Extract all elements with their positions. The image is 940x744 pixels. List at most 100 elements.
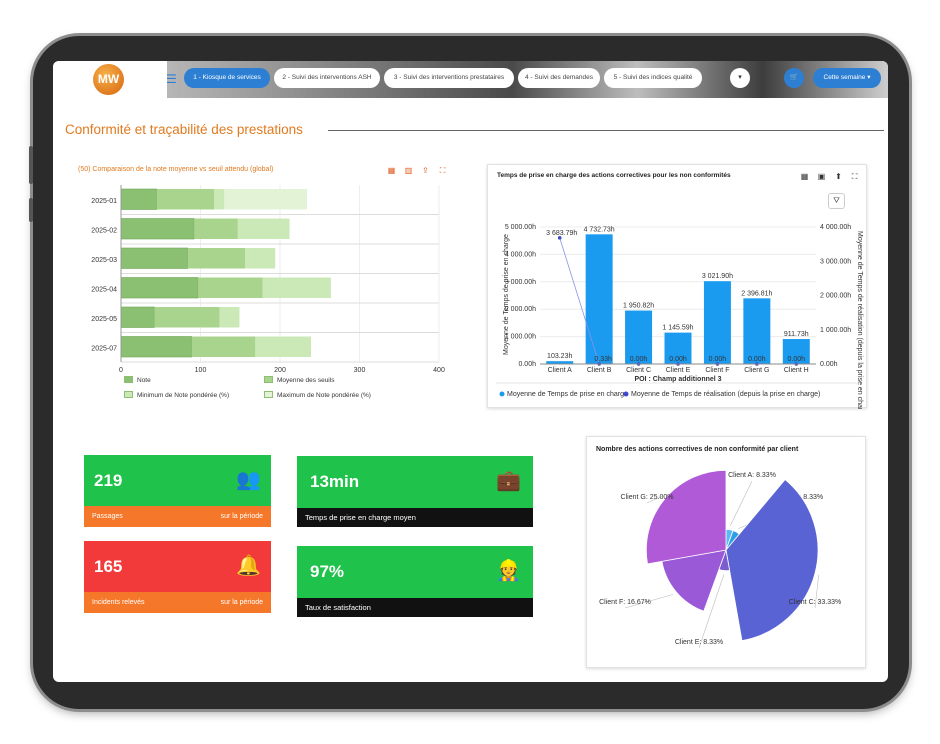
- fullscreen-icon[interactable]: ⛶: [851, 172, 858, 181]
- x-tick-label: 300: [354, 367, 366, 374]
- cart-icon[interactable]: 🛒: [784, 68, 804, 88]
- export-icon[interactable]: ⬆: [835, 172, 842, 181]
- bar-segment: [214, 189, 225, 210]
- y-tick-label: 2025-03: [91, 257, 117, 264]
- kpi-card-top: 13min 💼: [297, 456, 533, 508]
- tablet-screen: MW ☰ 1 - Kiosque de services 2 - Suivi d…: [53, 61, 888, 682]
- x-tick-label: Client G: [744, 367, 769, 374]
- bar: [664, 332, 692, 364]
- tab-suivi-demandes[interactable]: 4 - Suivi des demandes: [518, 68, 600, 88]
- users-icon: 👥: [236, 469, 261, 491]
- kpi-card-response-time: 13min 💼 Temps de prise en charge moyen: [297, 456, 533, 527]
- y-tick-label: 2025-02: [91, 227, 117, 234]
- note-bar-chart: 0 100 200 300 400 2025-01 2025-02 2025-03 2025-0…: [91, 185, 445, 374]
- bar-segment: [191, 336, 256, 357]
- bar-segment: [198, 277, 263, 298]
- kpi-value: 165: [94, 557, 123, 576]
- y2-tick-label: 0.00h: [820, 361, 838, 368]
- y-tick-label: 4 000.00h: [505, 251, 536, 258]
- y-tick-label: 2 000.00h: [505, 306, 536, 313]
- kpi-label: Temps de prise en charge moyen: [297, 508, 533, 527]
- bar-segment: [194, 218, 238, 239]
- tab-interventions-ash[interactable]: 2 - Suivi des interventions ASH: [274, 68, 380, 88]
- chevron-down-icon[interactable]: ▾: [730, 68, 750, 88]
- line-point: [557, 236, 562, 240]
- kpi-card-passages: 219 👥 Passages sur la période: [84, 455, 271, 527]
- y-tick-label: 2025-01: [91, 198, 117, 205]
- slice-label: Client F: 16.67%: [599, 599, 651, 606]
- bar-segment: [224, 189, 308, 210]
- bar-segment: [219, 307, 240, 328]
- title-divider: [328, 130, 884, 131]
- app-logo[interactable]: MW: [93, 64, 124, 95]
- x-tick-label: 200: [274, 367, 286, 374]
- kpi-card-footer: Incidents relevés sur la période: [84, 592, 271, 613]
- kpi-card-top: 165 🔔: [84, 541, 271, 592]
- kpi-period: sur la période: [220, 513, 263, 520]
- table-icon[interactable]: ▦: [800, 172, 809, 181]
- worker-icon: 👷: [496, 560, 521, 582]
- y2-tick-label: 4 000.00h: [820, 224, 851, 231]
- bar-chart-icon[interactable]: ▥: [404, 166, 413, 175]
- line-data-label: 0.00h: [630, 356, 648, 363]
- x-tick-label: Client F: [705, 367, 729, 374]
- legend-maximum: Maximum de Note pondérée (%): [264, 391, 371, 399]
- legend-marker: [499, 391, 505, 397]
- bar-data-label: 911.73h: [784, 331, 809, 338]
- bar-data-label: 1 950.82h: [623, 303, 654, 310]
- bar-data-label: 3 021.90h: [702, 273, 733, 280]
- note-comparison-chart-panel: (50) Comparaison de la note moyenne vs s…: [77, 163, 449, 409]
- x-tick-label: Client E: [666, 367, 691, 374]
- pie-slice: [725, 478, 819, 642]
- slice-leader-line: [698, 574, 725, 649]
- bar-segment: [187, 248, 246, 269]
- client-pie-chart: Client A: 8.33%Client B: 8.33%Client C: …: [599, 469, 842, 649]
- legend-moyenne-seuils: Moyenne des seuils: [264, 376, 334, 384]
- y-tick-label: 5 000.00h: [505, 224, 536, 231]
- kpi-label: Incidents relevés: [92, 599, 145, 606]
- table-icon[interactable]: ▦: [387, 166, 396, 175]
- x-tick-label: Client C: [626, 367, 651, 374]
- bar: [585, 234, 613, 364]
- y-tick-label: 2025-05: [91, 316, 117, 323]
- bar-segment: [120, 247, 189, 269]
- legend-note: Note: [124, 376, 151, 384]
- filter-icon[interactable]: ⛛: [828, 193, 845, 209]
- period-selector-button[interactable]: Cette semaine ▾: [813, 68, 881, 88]
- bar-segment: [262, 277, 331, 298]
- bar-segment: [120, 306, 155, 328]
- slice-leader-line: [624, 594, 674, 609]
- kpi-card-top: 97% 👷: [297, 546, 533, 598]
- tab-indices-qualite[interactable]: 5 - Suivi des indices qualité: [604, 68, 702, 88]
- bar-segment: [245, 248, 276, 269]
- image-icon[interactable]: ▣: [817, 172, 826, 181]
- bell-icon: 🔔: [236, 555, 261, 577]
- fullscreen-icon[interactable]: ⛶: [439, 166, 446, 175]
- kpi-card-footer: Passages sur la période: [84, 506, 271, 527]
- bar: [743, 298, 771, 364]
- kpi-period: sur la période: [220, 599, 263, 606]
- response-time-chart-panel: Temps de prise en charge des actions cor…: [487, 164, 867, 409]
- bar-segment: [154, 307, 220, 328]
- tab-kiosque-services[interactable]: 1 - Kiosque de services: [184, 68, 270, 88]
- export-icon[interactable]: ⇪: [422, 166, 429, 175]
- slice-label: Client C: 33.33%: [789, 599, 842, 606]
- kpi-value: 219: [94, 471, 123, 490]
- tab-interventions-prestataires[interactable]: 3 - Suivi des interventions prestataires: [384, 68, 514, 88]
- slice-leader-line: [730, 480, 753, 526]
- hamburger-icon[interactable]: ☰: [166, 72, 177, 86]
- bar-segment: [120, 277, 199, 299]
- pie-slice: [645, 469, 727, 565]
- pie-chart-title: Nombre des actions correctives de non co…: [596, 446, 799, 453]
- kpi-value: 13min: [310, 472, 360, 491]
- y-tick-label: 3 000.00h: [505, 279, 536, 286]
- response-time-bar-chart: 0.00h 1 000.00h 2 000.00h 3 000.00h 4 000.00…: [496, 224, 863, 409]
- line-data-label: 0.33h: [594, 356, 612, 363]
- slice-leader-line: [814, 574, 820, 609]
- x-tick-label: Client B: [587, 367, 612, 374]
- bar-data-label: 2 396.81h: [741, 290, 772, 297]
- power-button: [29, 198, 33, 222]
- top-navigation-bar: MW ☰ 1 - Kiosque de services 2 - Suivi d…: [53, 61, 888, 98]
- x-tick-label: 0: [119, 367, 123, 374]
- legend-label: Moyenne de Temps de réalisation (depuis …: [631, 391, 820, 398]
